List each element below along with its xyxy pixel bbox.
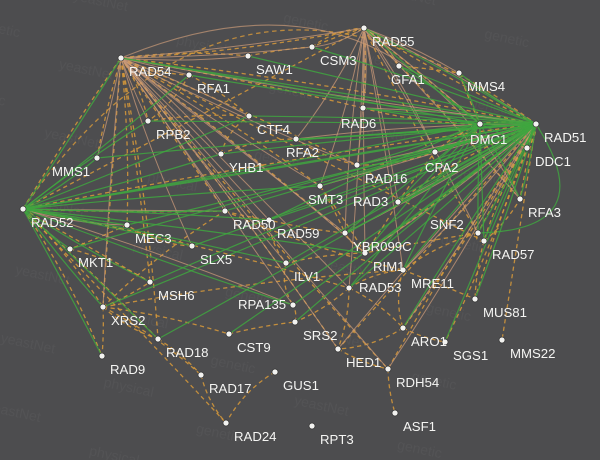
- svg-text:SMT3: SMT3: [308, 192, 343, 207]
- svg-text:MMS4: MMS4: [467, 79, 505, 94]
- svg-text:CSM3: CSM3: [320, 53, 357, 68]
- svg-text:CPA2: CPA2: [425, 160, 458, 175]
- svg-text:RAD57: RAD57: [492, 247, 535, 262]
- svg-text:ASF1: ASF1: [403, 419, 436, 434]
- svg-text:RFA2: RFA2: [286, 145, 319, 160]
- svg-text:GFA1: GFA1: [391, 72, 425, 87]
- svg-text:RAD53: RAD53: [359, 280, 402, 295]
- svg-text:MSH6: MSH6: [158, 288, 195, 303]
- svg-text:RFA1: RFA1: [197, 81, 230, 96]
- svg-text:RAD50: RAD50: [233, 217, 276, 232]
- svg-text:RPA135: RPA135: [238, 297, 286, 312]
- svg-text:RAD51: RAD51: [544, 130, 587, 145]
- svg-text:DMC1: DMC1: [470, 132, 507, 147]
- svg-text:SNF2: SNF2: [430, 217, 464, 232]
- svg-text:RAD52: RAD52: [31, 215, 74, 230]
- svg-text:RPB2: RPB2: [156, 127, 190, 142]
- svg-text:GUS1: GUS1: [283, 378, 319, 393]
- svg-text:RAD54: RAD54: [129, 64, 172, 79]
- svg-text:MKT1: MKT1: [78, 255, 113, 270]
- svg-text:CST9: CST9: [237, 340, 271, 355]
- svg-text:DDC1: DDC1: [535, 154, 571, 169]
- svg-text:XRS2: XRS2: [111, 313, 145, 328]
- svg-text:RAD18: RAD18: [166, 345, 209, 360]
- svg-text:MUS81: MUS81: [483, 305, 527, 320]
- svg-text:RAD55: RAD55: [372, 34, 415, 49]
- svg-text:ILV1: ILV1: [294, 269, 320, 284]
- svg-text:RPT3: RPT3: [320, 432, 354, 447]
- svg-text:SGS1: SGS1: [453, 348, 488, 363]
- svg-text:RAD16: RAD16: [365, 171, 408, 186]
- svg-text:CTF4: CTF4: [257, 122, 290, 137]
- svg-text:RAD9: RAD9: [110, 362, 145, 377]
- svg-text:MMS1: MMS1: [52, 164, 90, 179]
- svg-text:RIM1: RIM1: [373, 259, 405, 274]
- svg-text:YHB1: YHB1: [229, 160, 263, 175]
- svg-text:RAD6: RAD6: [341, 116, 376, 131]
- svg-text:MEC3: MEC3: [135, 231, 172, 246]
- svg-text:MRE11: MRE11: [411, 276, 454, 291]
- svg-text:RAD24: RAD24: [234, 429, 277, 444]
- svg-text:MMS22: MMS22: [510, 346, 555, 361]
- svg-text:SRS2: SRS2: [303, 328, 337, 343]
- svg-text:RAD17: RAD17: [209, 381, 252, 396]
- svg-text:HED1: HED1: [346, 355, 381, 370]
- svg-text:RDH54: RDH54: [396, 375, 439, 390]
- svg-text:SLX5: SLX5: [200, 252, 232, 267]
- svg-text:RAD3: RAD3: [353, 194, 388, 209]
- svg-text:YBR099C: YBR099C: [353, 239, 412, 254]
- svg-text:ARO1: ARO1: [411, 334, 447, 349]
- svg-text:RAD59: RAD59: [277, 226, 320, 241]
- svg-text:SAW1: SAW1: [256, 62, 293, 77]
- svg-text:RFA3: RFA3: [528, 205, 561, 220]
